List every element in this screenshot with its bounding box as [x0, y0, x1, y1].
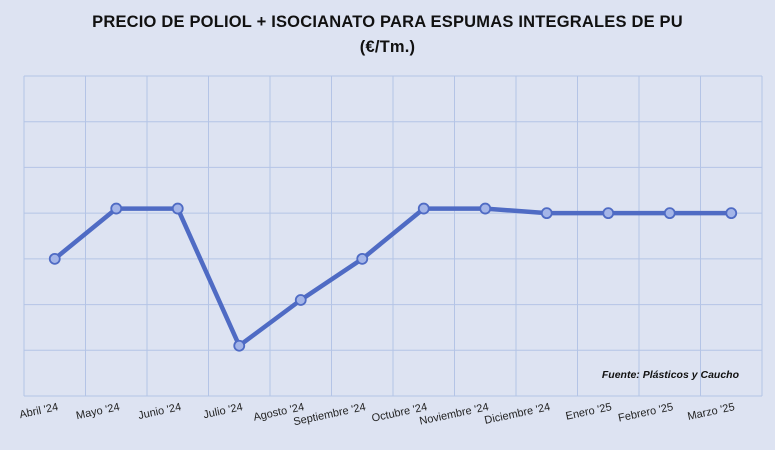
- data-point: [663, 207, 676, 220]
- source-annotation: Fuente: Plásticos y Caucho: [602, 369, 740, 381]
- data-point: [417, 202, 430, 215]
- data-point: [294, 294, 307, 306]
- data-point: [479, 202, 492, 215]
- x-tick-label: Diciembre '24: [483, 401, 551, 427]
- x-tick-label: Mayo '24: [75, 401, 121, 422]
- series-line: [52, 206, 734, 348]
- chart-subtitle: (€/Tm.): [359, 38, 416, 56]
- data-point: [233, 339, 246, 352]
- x-tick-label: Julio '24: [202, 401, 244, 421]
- x-tick-label: Enero '25: [565, 401, 613, 422]
- data-point: [602, 207, 615, 220]
- x-tick-label: Noviembre '24: [418, 401, 490, 427]
- data-point: [110, 202, 123, 215]
- data-point: [725, 207, 738, 220]
- data-point: [356, 252, 369, 265]
- data-point: [540, 207, 553, 220]
- x-tick-label: Junio '24: [137, 401, 182, 422]
- chart-title-block: PRECIO DE POLIOL + ISOCIANATO PARA ESPUM…: [0, 10, 775, 60]
- x-tick-label: Marzo '25: [686, 401, 735, 423]
- data-point: [48, 252, 61, 265]
- x-tick-label: Febrero '25: [617, 401, 674, 424]
- chart-title: PRECIO DE POLIOL + ISOCIANATO PARA ESPUM…: [92, 13, 683, 31]
- data-point: [171, 202, 184, 215]
- x-tick-label: Abril '24: [18, 401, 59, 421]
